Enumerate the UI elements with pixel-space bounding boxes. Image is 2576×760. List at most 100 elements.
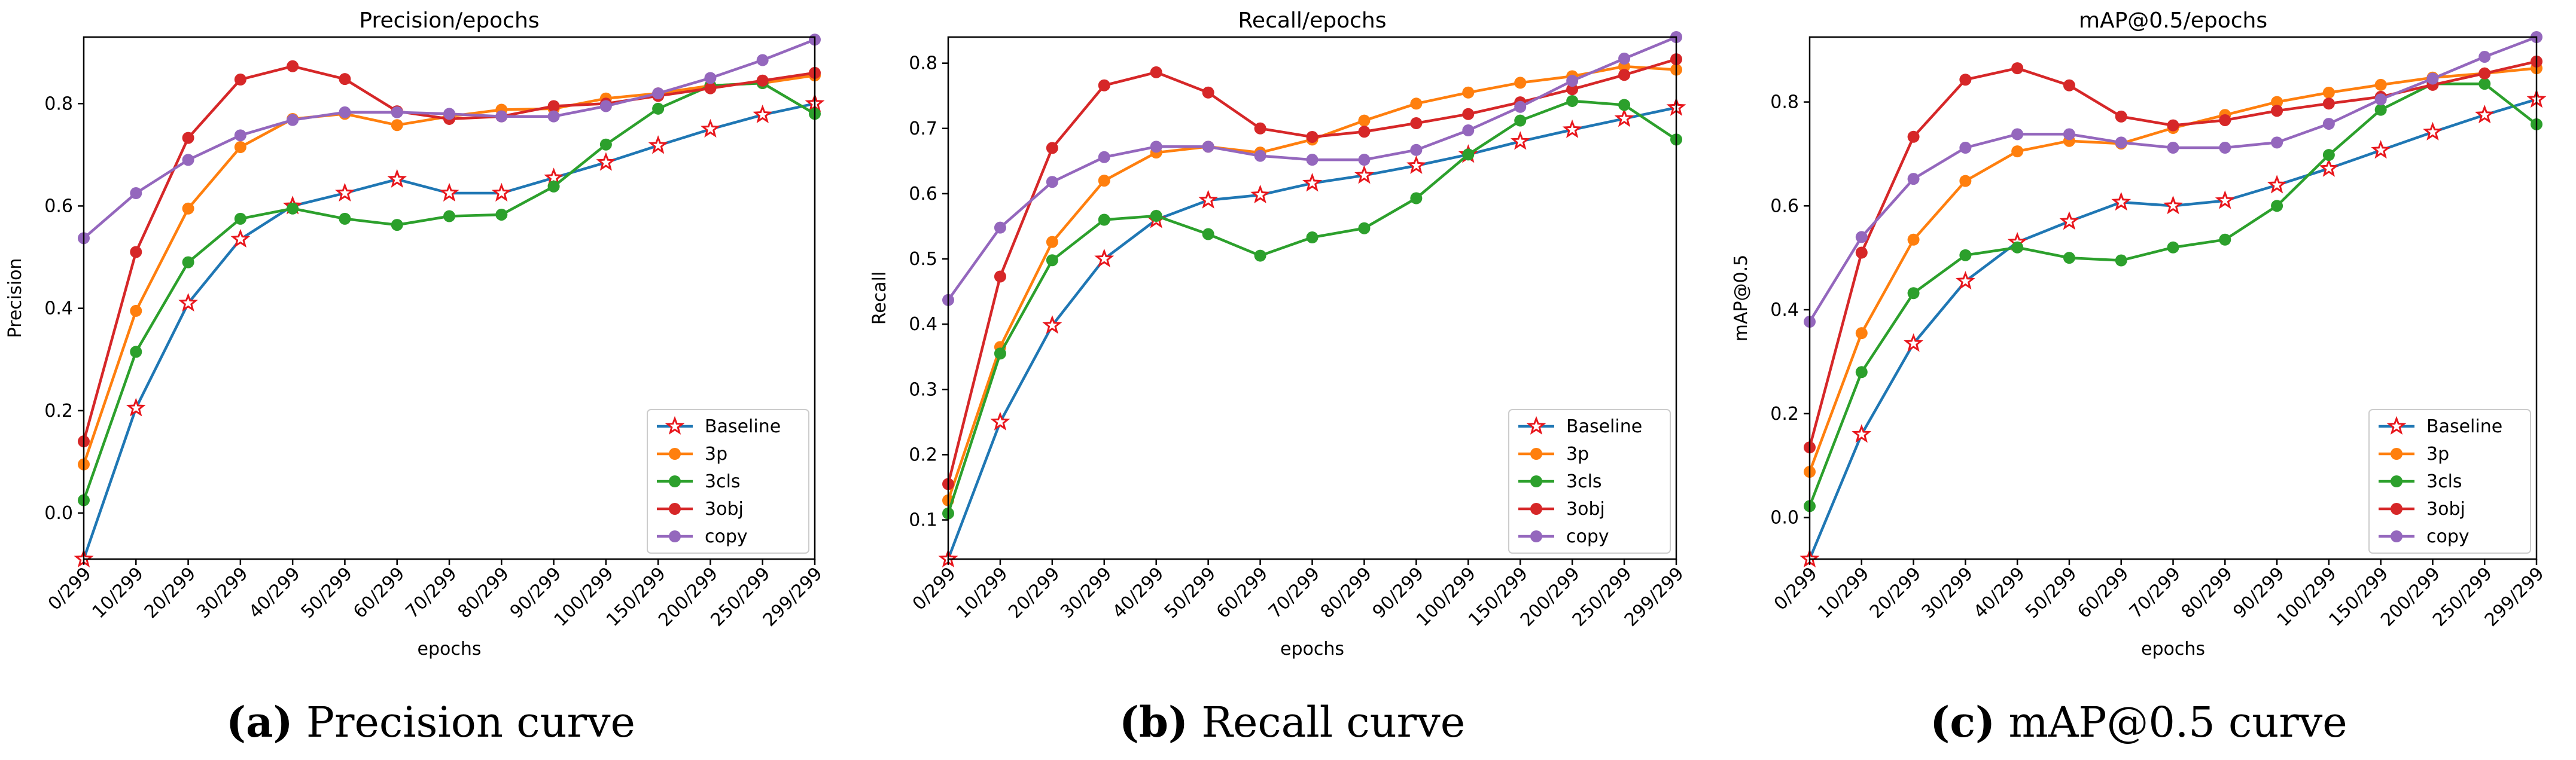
- data-point-star: [1956, 271, 1975, 290]
- x-tick-label: 20/299: [1004, 563, 1064, 622]
- data-point: [2167, 119, 2179, 132]
- data-point: [234, 212, 246, 225]
- legend-entry-3cls: 3cls: [657, 471, 741, 492]
- chart-panel-recall: Recall/epochs 0.1 0.2 0.3 0.4 0.5 0.6 0.7 0.8 0/2…: [869, 8, 1688, 747]
- data-point-star: [2059, 211, 2079, 230]
- series-3cls: [942, 94, 1682, 520]
- legend: Baseline 3p 3cls 3obj copy: [1508, 409, 1671, 554]
- data-point: [1254, 122, 1266, 135]
- data-point: [1254, 249, 1266, 262]
- data-point: [2219, 233, 2231, 246]
- data-point: [2478, 78, 2491, 90]
- data-point: [2167, 241, 2179, 254]
- data-point: [495, 208, 508, 221]
- legend-entry-3obj: 3obj: [2379, 499, 2465, 520]
- data-point: [2374, 103, 2387, 116]
- legend-swatch-marker: [1526, 416, 1546, 435]
- data-point: [1566, 75, 1579, 87]
- data-point: [2478, 51, 2491, 63]
- x-tick-label: 10/299: [89, 563, 148, 622]
- series-baseline: [938, 97, 1686, 567]
- data-point-star: [2163, 195, 2183, 215]
- data-point: [2167, 142, 2179, 154]
- data-point: [1959, 74, 1972, 86]
- y-tick-label: 0.5: [909, 249, 937, 270]
- legend-label: 3p: [1566, 444, 1589, 465]
- data-point: [1618, 69, 1631, 81]
- data-point: [1959, 175, 1972, 187]
- data-point: [2011, 128, 2024, 141]
- data-point: [1046, 142, 1058, 154]
- data-point: [2271, 136, 2283, 149]
- data-point: [547, 110, 560, 123]
- data-point: [994, 221, 1006, 234]
- data-point-star: [1094, 248, 1115, 267]
- chart-title: mAP@0.5/epochs: [2079, 8, 2267, 33]
- data-point: [2063, 79, 2075, 91]
- data-point: [1306, 130, 1319, 143]
- figure-caption: (a) Precision curve: [226, 697, 635, 747]
- data-point: [495, 110, 508, 123]
- legend-entry-baseline: Baseline: [1518, 416, 1642, 437]
- data-point: [2115, 136, 2127, 149]
- legend-swatch-marker: [665, 416, 685, 435]
- legend-label: Baseline: [705, 416, 781, 437]
- legend-label: 3cls: [705, 471, 741, 492]
- caption-text: Precision curve: [293, 698, 635, 747]
- caption-text: Recall curve: [1188, 698, 1465, 747]
- legend-swatch-marker: [2391, 448, 2403, 460]
- data-point: [2322, 97, 2335, 110]
- data-point: [599, 100, 612, 112]
- data-point: [1907, 233, 1920, 246]
- data-point: [1358, 154, 1371, 166]
- data-point-star: [2371, 140, 2391, 159]
- data-point: [1514, 77, 1527, 89]
- caption-letter: (c): [1930, 697, 1995, 747]
- series-copy: [942, 31, 1682, 306]
- y-tick-label: 0.0: [1770, 508, 1799, 529]
- data-point: [2219, 114, 2231, 126]
- y-tick-label: 0.8: [44, 93, 73, 114]
- data-point: [391, 219, 403, 231]
- legend-box: [2368, 409, 2531, 554]
- y-tick-label: 0.2: [44, 401, 73, 422]
- data-point: [652, 87, 665, 100]
- legend-entry-3cls: 3cls: [2379, 471, 2462, 492]
- data-point: [130, 246, 142, 258]
- data-point: [1855, 366, 1868, 379]
- data-point: [339, 212, 351, 225]
- y-tick-label: 0.8: [909, 53, 937, 74]
- x-tick-label: 80/299: [1317, 563, 1376, 622]
- y-tick-label: 0.8: [1770, 92, 1799, 113]
- data-point-star: [2267, 175, 2287, 194]
- legend-swatch-marker: [1530, 530, 1542, 542]
- data-point: [1150, 210, 1162, 222]
- data-point: [1306, 231, 1319, 244]
- data-point: [1046, 254, 1058, 267]
- data-point: [1462, 148, 1475, 161]
- x-tick-label: 60/299: [349, 563, 409, 622]
- y-tick-label: 0.4: [1770, 300, 1799, 321]
- data-point: [339, 73, 351, 86]
- legend-entry-3p: 3p: [1518, 444, 1589, 465]
- data-point-star: [1614, 108, 1634, 127]
- data-point: [1410, 144, 1423, 156]
- data-point-star: [1354, 165, 1374, 184]
- data-point-star: [387, 169, 407, 188]
- data-point: [2322, 86, 2335, 99]
- chart-title: Precision/epochs: [359, 8, 539, 33]
- legend-swatch-marker: [669, 530, 681, 542]
- data-point: [182, 256, 194, 268]
- data-point: [1254, 149, 1266, 162]
- series-3obj: [1804, 55, 2542, 454]
- data-point: [1959, 249, 1972, 261]
- y-tick-label: 0.6: [909, 184, 937, 205]
- legend-entry-baseline: Baseline: [657, 416, 781, 437]
- data-point: [2115, 254, 2127, 267]
- data-point: [756, 74, 769, 87]
- data-point: [182, 132, 194, 144]
- legend-label: 3p: [705, 444, 727, 465]
- data-point: [1618, 99, 1631, 111]
- y-tick-label: 0.4: [44, 298, 73, 319]
